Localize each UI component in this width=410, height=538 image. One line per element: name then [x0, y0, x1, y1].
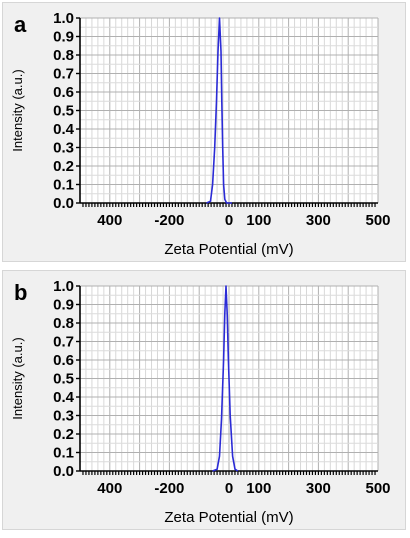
x-tick-label: 0 — [225, 480, 233, 497]
y-tick-label: 0.6 — [53, 352, 74, 369]
y-tick-label: 0.5 — [53, 371, 74, 388]
x-tick-label: 500 — [365, 480, 390, 497]
x-tick-label: 300 — [306, 212, 331, 229]
y-tick-label: 0.2 — [53, 426, 74, 443]
y-tick-label: 0.2 — [53, 158, 74, 175]
series-line — [206, 17, 232, 204]
y-tick-label: 0.9 — [53, 29, 74, 46]
y-tick-label: 0.3 — [53, 140, 74, 157]
y-tick-label: 1.0 — [53, 10, 74, 27]
x-tick-label: 300 — [306, 480, 331, 497]
panel-label: b — [14, 280, 28, 305]
y-tick-label: 0.9 — [53, 297, 74, 314]
y-tick-label: 0.8 — [53, 47, 74, 64]
y-tick-label: 0.5 — [53, 103, 74, 120]
y-tick-label: 0.0 — [53, 195, 74, 212]
chart-panel-a: a 0.0 0.1 0.2 0.3 0.4 0.5 0.6 0.7 0.8 0.9 1.0 400 -2… — [0, 0, 410, 262]
x-tick-label: 100 — [246, 212, 271, 229]
x-tick-label: 100 — [246, 480, 271, 497]
y-tick-label: 0.4 — [53, 121, 75, 138]
chart-b: 0.00.1 0.20.3 0.40.5 0.60.7 0.80.9 1.0 400 -200… — [10, 278, 391, 526]
y-tick-label: 0.3 — [53, 408, 74, 425]
y-tick-label: 0.0 — [53, 463, 74, 480]
x-tick-label: 400 — [97, 480, 122, 497]
y-axis-label: Intensity (a.u.) — [10, 337, 25, 419]
y-tick-label: 0.7 — [53, 66, 74, 83]
y-tick-label: 0.1 — [53, 177, 74, 194]
panel-label: a — [14, 12, 27, 37]
x-tick-label: 500 — [365, 212, 390, 229]
x-tick-label: 0 — [225, 212, 233, 229]
y-tick-label: 0.8 — [53, 315, 74, 332]
x-tick-label: 400 — [97, 212, 122, 229]
y-tick-label: 0.4 — [53, 389, 75, 406]
x-tick-label: -200 — [154, 212, 184, 229]
y-tick-label: 1.0 — [53, 278, 74, 295]
x-axis-label: Zeta Potential (mV) — [164, 241, 293, 258]
chart-a: 0.00.1 0.20.3 0.40.5 0.60.7 0.80.9 1.0 400 -200… — [10, 10, 391, 258]
y-tick-label: 0.1 — [53, 445, 74, 462]
y-tick-label: 0.6 — [53, 84, 74, 101]
chart-panel-b: b 0.0 0.1 0.2 0.3 0.4 0.5 0.6 0.7 0.8 0.9 1.0 400 -2… — [0, 268, 410, 530]
series-line — [212, 285, 239, 472]
y-axis-label: Intensity (a.u.) — [10, 69, 25, 151]
y-tick-label: 0.7 — [53, 334, 74, 351]
x-tick-label: -200 — [154, 480, 184, 497]
x-axis-label: Zeta Potential (mV) — [164, 509, 293, 526]
